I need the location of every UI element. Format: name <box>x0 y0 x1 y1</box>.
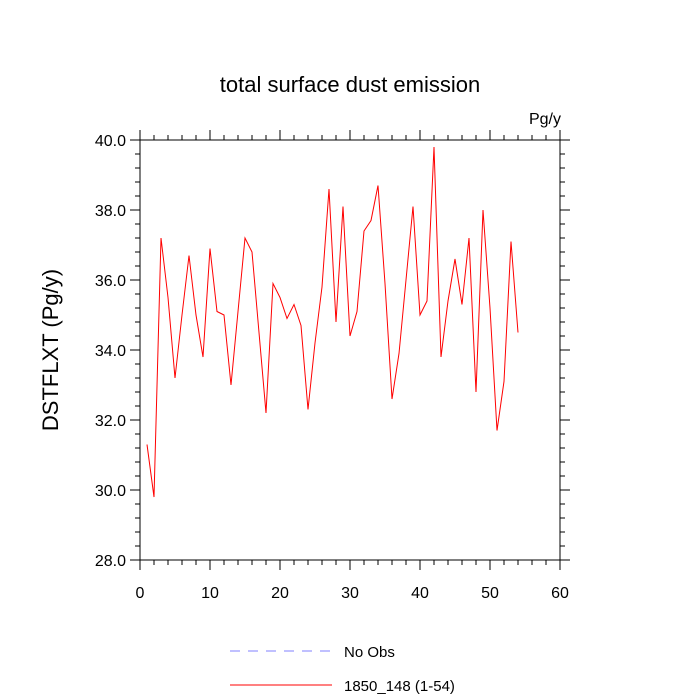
legend-label-1: 1850_148 (1-54) <box>344 678 455 695</box>
series-layer <box>146 146 519 498</box>
x-tick-label: 30 <box>341 585 359 602</box>
y-tick-label: 38.0 <box>95 203 126 220</box>
x-tick-label: 20 <box>271 585 289 602</box>
axis-ticks <box>130 130 570 570</box>
y-tick-label: 34.0 <box>95 343 126 360</box>
y-tick-label: 30.0 <box>95 483 126 500</box>
x-tick-label: 10 <box>201 585 219 602</box>
y-tick-label: 40.0 <box>95 133 126 150</box>
legend: No Obs 1850_148 (1-54) <box>230 644 455 695</box>
x-tick-label: 40 <box>411 585 429 602</box>
y-tick-labels: 28.0 30.0 32.0 34.0 36.0 38.0 40.0 <box>95 133 126 570</box>
x-tick-label: 0 <box>136 585 145 602</box>
plot-frame <box>139 139 561 561</box>
series-line-1 <box>146 146 519 498</box>
y-tick-label: 36.0 <box>95 273 126 290</box>
chart-title: total surface dust emission <box>220 72 480 97</box>
y-tick-label: 32.0 <box>95 413 126 430</box>
x-tick-labels: 0 10 20 30 40 50 60 <box>136 585 569 602</box>
y-tick-label: 28.0 <box>95 553 126 570</box>
units-label: Pg/y <box>529 111 561 128</box>
x-tick-label: 60 <box>551 585 569 602</box>
y-axis-label: DSTFLXT (Pg/y) <box>38 269 63 431</box>
x-tick-label: 50 <box>481 585 499 602</box>
legend-label-0: No Obs <box>344 644 395 661</box>
